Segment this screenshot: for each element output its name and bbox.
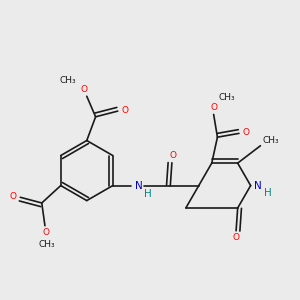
Text: CH₃: CH₃ bbox=[262, 136, 279, 145]
Text: O: O bbox=[242, 128, 249, 136]
Text: CH₃: CH₃ bbox=[59, 76, 76, 85]
Text: O: O bbox=[169, 151, 176, 160]
Text: N: N bbox=[254, 181, 262, 190]
Text: N: N bbox=[135, 181, 142, 190]
Text: H: H bbox=[264, 188, 272, 197]
Text: O: O bbox=[81, 85, 88, 94]
Text: O: O bbox=[232, 233, 240, 242]
Text: O: O bbox=[10, 191, 17, 200]
Text: CH₃: CH₃ bbox=[38, 240, 55, 249]
Text: O: O bbox=[210, 103, 217, 112]
Text: H: H bbox=[144, 189, 152, 200]
Text: CH₃: CH₃ bbox=[219, 94, 235, 103]
Text: O: O bbox=[121, 106, 128, 115]
Text: O: O bbox=[43, 228, 50, 237]
